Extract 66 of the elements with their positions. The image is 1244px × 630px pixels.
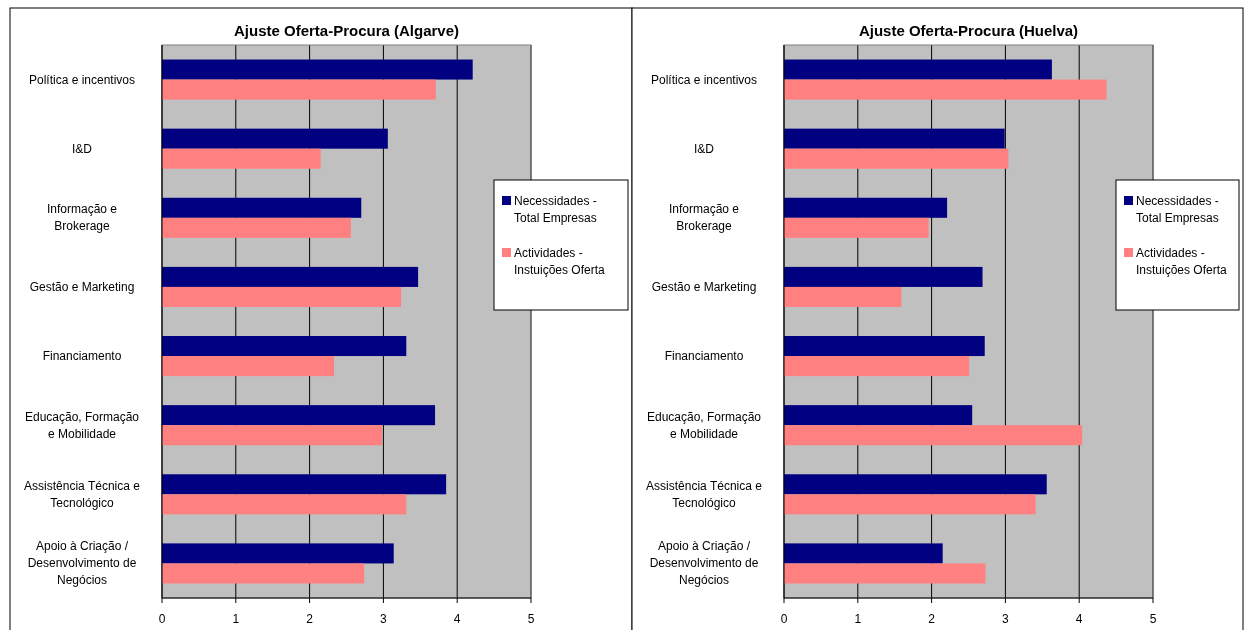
bar (162, 405, 436, 426)
bar (784, 543, 943, 564)
y-tick-label: Informação e Brokerage (46, 202, 118, 234)
bar (162, 563, 365, 584)
legend-label: Actividades - Instuições Oferta (1136, 246, 1228, 277)
bar (784, 59, 1052, 80)
x-tick-label: 4 (1075, 612, 1083, 626)
y-tick-label: Política e incentivos (28, 72, 136, 87)
bar (784, 148, 1009, 169)
bar (162, 128, 388, 149)
x-tick-label: 1 (232, 612, 240, 626)
y-tick-label: Política e incentivos (650, 72, 758, 87)
x-tick-label: 0 (780, 612, 788, 626)
x-tick-label: 3 (1002, 612, 1010, 626)
bar (784, 197, 948, 218)
bar (162, 266, 419, 287)
y-tick-label: Assistência Técnica e Tecnológico (24, 478, 141, 510)
y-tick-label: Educação, Formação e Mobilidade (24, 409, 140, 441)
bar (784, 425, 1083, 446)
bar (784, 356, 970, 377)
bar (784, 79, 1107, 100)
x-tick-label: 2 (306, 612, 314, 626)
y-tick-label: Apoio à Criação / Desenvolvimento de Negócios (27, 539, 137, 588)
bar (162, 543, 394, 564)
y-tick-label: Educação, Formação e Mobilidade (646, 409, 762, 441)
bar (162, 59, 473, 80)
bar (784, 217, 929, 238)
y-tick-label: Assistência Técnica e Tecnológico (646, 478, 763, 510)
y-tick-label: Financiamento (664, 349, 744, 364)
bar (162, 336, 407, 357)
legend-label: Necessidades - Total Empresas (514, 194, 597, 225)
bar (162, 79, 436, 100)
y-tick-label: Gestão e Marketing (29, 279, 135, 294)
y-tick-label: Informação e Brokerage (668, 202, 740, 234)
bar (784, 494, 1036, 515)
y-tick-label: Gestão e Marketing (651, 279, 757, 294)
bar (162, 425, 382, 446)
bar (162, 148, 321, 169)
bar (162, 494, 407, 515)
bar (784, 128, 1005, 149)
chart-title: Ajuste Oferta-Procura (Huelva) (858, 22, 1079, 39)
bar (162, 356, 334, 377)
bar (784, 266, 983, 287)
x-tick-label: 1 (854, 612, 862, 626)
bar (784, 286, 902, 307)
bar (162, 217, 351, 238)
x-tick-label: 3 (380, 612, 388, 626)
y-tick-label: Financiamento (42, 349, 122, 364)
bar (784, 405, 973, 426)
x-tick-label: 2 (928, 612, 936, 626)
x-tick-label: 5 (1149, 612, 1157, 626)
y-tick-label: I&D (693, 141, 715, 156)
chart-title: Ajuste Oferta-Procura (Algarve) (233, 22, 460, 39)
bar (784, 336, 985, 357)
bar (784, 563, 986, 584)
x-tick-label: 0 (158, 612, 166, 626)
bar (784, 474, 1047, 495)
bar (162, 474, 447, 495)
y-tick-label: I&D (71, 141, 93, 156)
y-tick-label: Apoio à Criação / Desenvolvimento de Negócios (649, 539, 759, 588)
bar (162, 197, 362, 218)
x-tick-label: 4 (453, 612, 461, 626)
legend-label: Actividades - Instuições Oferta (514, 246, 606, 277)
bar (162, 286, 402, 307)
legend-label: Necessidades - Total Empresas (1136, 194, 1219, 225)
x-tick-label: 5 (527, 612, 535, 626)
